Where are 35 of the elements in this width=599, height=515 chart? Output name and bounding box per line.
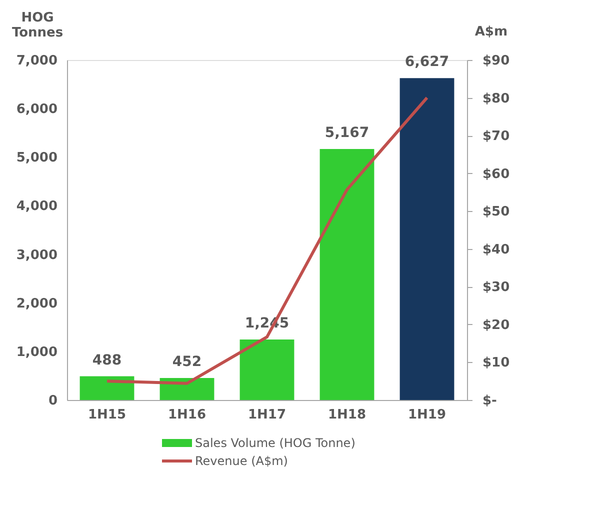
x-tick-label: 1H17 [248, 408, 286, 422]
y2-tick-label: $80 [482, 91, 510, 106]
y2-tick-label: $- [482, 394, 497, 408]
y2-tick-label: $20 [482, 318, 510, 333]
y-axis-title: HOG Tonnes [12, 10, 64, 40]
legend-label: Revenue (A$m) [195, 454, 288, 468]
bar [80, 376, 134, 400]
y-tick-label: 1,000 [16, 344, 58, 360]
x-tick-label: 1H18 [328, 408, 366, 422]
y-tick-label: 6,000 [16, 102, 58, 118]
bar [400, 78, 454, 400]
bar [240, 340, 294, 400]
data-label: 452 [172, 354, 202, 370]
y2-tick-label: $40 [482, 242, 510, 258]
data-label: 488 [92, 352, 122, 368]
legend-label: Sales Volume (HOG Tonne) [195, 436, 356, 450]
x-tick-label: 1H19 [408, 408, 446, 422]
data-label: 6,627 [404, 54, 450, 70]
y2-tick-label: $60 [482, 166, 510, 182]
y2-tick-label: $50 [482, 204, 510, 220]
y-tick-label: 3,000 [16, 248, 58, 263]
y2-axis-title: A$m [474, 24, 508, 40]
y-tick-label: 7,000 [16, 54, 58, 68]
x-tick-label: 1H15 [88, 408, 126, 422]
y2-tick-label: $90 [482, 54, 510, 68]
data-label: 5,167 [324, 125, 370, 142]
y-tick-label: 4,000 [16, 199, 58, 214]
y-tick-label: 0 [48, 394, 58, 408]
y-tick-label: 2,000 [16, 296, 58, 312]
x-tick-label: 1H16 [168, 408, 206, 422]
y2-tick-label: $10 [482, 356, 510, 371]
y2-tick-label: $70 [482, 129, 510, 144]
y2-tick-label: $30 [482, 280, 510, 296]
y-tick-label: 5,000 [16, 150, 58, 166]
bar [320, 149, 374, 400]
